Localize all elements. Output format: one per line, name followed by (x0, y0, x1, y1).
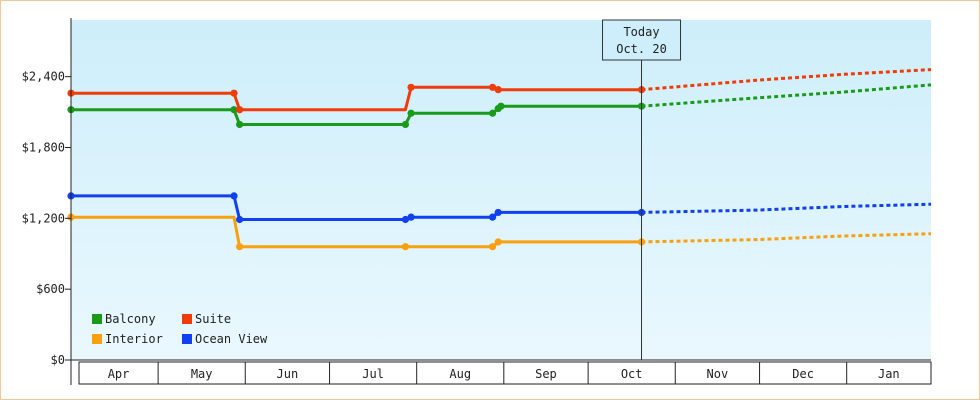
data-point-ocean-view (488, 213, 497, 221)
data-point-balcony (230, 106, 238, 114)
month-label: Apr (108, 367, 130, 381)
month-label: Jan (878, 367, 900, 381)
data-point-suite (236, 106, 244, 114)
data-point-interior (401, 243, 410, 251)
month-band (78, 361, 932, 385)
data-point-interior (236, 243, 244, 251)
legend-item-interior: Interior (92, 331, 163, 347)
data-point-suite (494, 86, 502, 94)
data-point-suite (488, 83, 497, 91)
data-point-ocean-view (401, 215, 410, 224)
plot-background (71, 20, 931, 360)
data-point-interior (488, 243, 497, 251)
legend-label-suite: Suite (195, 312, 232, 326)
legend-label-interior: Interior (105, 332, 163, 346)
month-label: Jul (362, 367, 384, 381)
y-tick-label: $0 (51, 353, 65, 367)
data-point-balcony (236, 120, 244, 129)
legend-swatch-suite (182, 314, 192, 324)
data-point-balcony (407, 109, 415, 117)
data-point-balcony (497, 102, 505, 110)
y-tick-label: $2,400 (22, 70, 65, 84)
legend-swatch-balcony (92, 314, 102, 324)
data-point-balcony (488, 109, 497, 117)
month-label: Dec (792, 367, 814, 381)
month-label: Oct (621, 367, 643, 381)
legend-label-ocean-view: Ocean View (195, 332, 268, 346)
month-label: Sep (535, 367, 557, 381)
series-forecast-interior (641, 232, 932, 244)
legend-item-suite: Suite (182, 311, 231, 327)
month-label: Aug (449, 367, 471, 381)
data-point-ocean-view (494, 208, 502, 217)
series-forecast-suite (641, 68, 932, 92)
legend-item-ocean-view: Ocean View (182, 331, 267, 347)
legend-swatch-ocean-view (182, 334, 192, 344)
series-forecast-balcony (641, 83, 932, 108)
data-point-suite (230, 89, 238, 97)
today-box (602, 19, 682, 61)
data-point-suite (407, 83, 415, 91)
data-point-ocean-view (236, 215, 244, 224)
data-point-balcony (401, 120, 410, 129)
month-label: Jun (277, 367, 299, 381)
legend-item-balcony: Balcony (92, 311, 156, 327)
data-point-interior (494, 238, 502, 246)
month-label: Nov (707, 367, 729, 381)
legend-swatch-interior (92, 334, 102, 344)
y-tick-label: $1,200 (22, 211, 65, 225)
data-point-ocean-view (407, 213, 415, 221)
series-forecast-ocean-view (641, 202, 932, 214)
y-tick-label: $1,800 (22, 141, 65, 155)
data-point-ocean-view (230, 192, 238, 200)
month-label: May (191, 367, 213, 381)
y-tick-label: $600 (36, 282, 65, 296)
today-label: Today (623, 25, 659, 39)
today-date: Oct. 20 (616, 42, 667, 56)
legend-label-balcony: Balcony (105, 312, 156, 326)
